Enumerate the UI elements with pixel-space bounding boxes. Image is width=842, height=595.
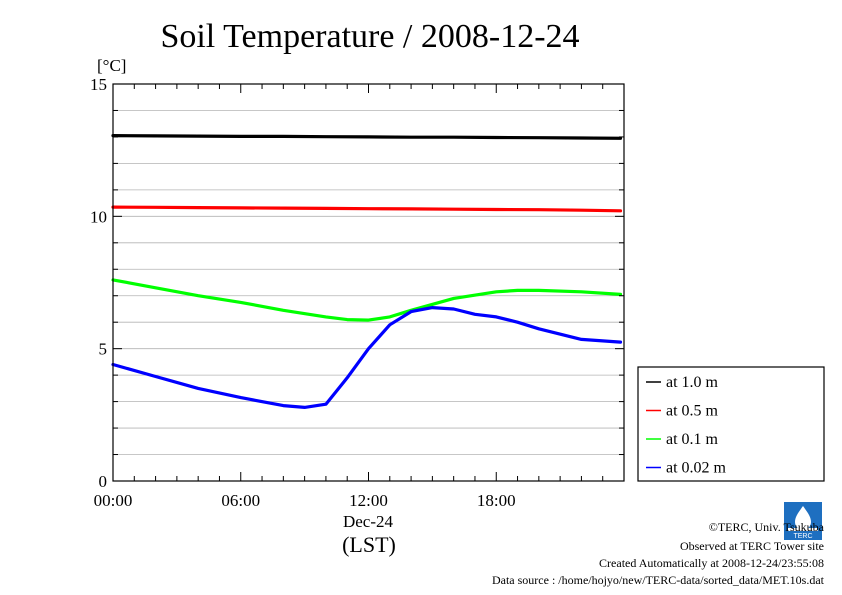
footer-created: Created Automatically at 2008-12-24/23:5… bbox=[599, 556, 824, 570]
legend-label: at 0.02 m bbox=[666, 460, 727, 477]
series-lines bbox=[111, 134, 623, 409]
legend-box bbox=[637, 366, 825, 482]
series-line bbox=[111, 278, 623, 322]
y-tick-label: 0 bbox=[99, 472, 108, 491]
footer-copyright: ©TERC, Univ. Tsukuba bbox=[708, 520, 824, 534]
x-tick-label: 18:00 bbox=[477, 491, 516, 510]
legend: at 1.0 m at 0.5 m at 0.1 m at 0.02 m bbox=[637, 366, 825, 482]
y-axis-unit-label: [°C] bbox=[97, 56, 126, 75]
logo-text: TERC bbox=[793, 533, 812, 540]
chart-title: Soil Temperature / 2008-12-24 bbox=[160, 18, 579, 55]
series-line bbox=[111, 205, 623, 213]
plot-frame bbox=[112, 83, 625, 482]
series-line bbox=[111, 134, 623, 140]
x-tick-label: 00:00 bbox=[94, 491, 133, 510]
axis-ticks: 0 5 10 15 00:00 06:00 12:00 18:00 bbox=[90, 75, 625, 510]
x-axis-date-label: Dec-24 bbox=[343, 512, 394, 531]
x-tick-label: 06:00 bbox=[221, 491, 260, 510]
footer-observed: Observed at TERC Tower site bbox=[679, 539, 824, 553]
y-tick-label: 5 bbox=[99, 340, 108, 359]
legend-label: at 1.0 m bbox=[666, 374, 719, 391]
legend-label: at 0.5 m bbox=[666, 403, 719, 420]
x-axis-label: (LST) bbox=[342, 532, 396, 557]
terc-logo: TERC bbox=[784, 502, 822, 540]
footer-source: Data source : /home/hojyo/new/TERC-data/… bbox=[491, 573, 824, 587]
grid-lines bbox=[113, 110, 624, 455]
y-tick-label: 15 bbox=[90, 75, 107, 94]
legend-label: at 0.1 m bbox=[666, 431, 719, 448]
y-tick-label: 10 bbox=[90, 207, 107, 226]
x-tick-label: 12:00 bbox=[349, 491, 388, 510]
series-line bbox=[111, 306, 623, 409]
